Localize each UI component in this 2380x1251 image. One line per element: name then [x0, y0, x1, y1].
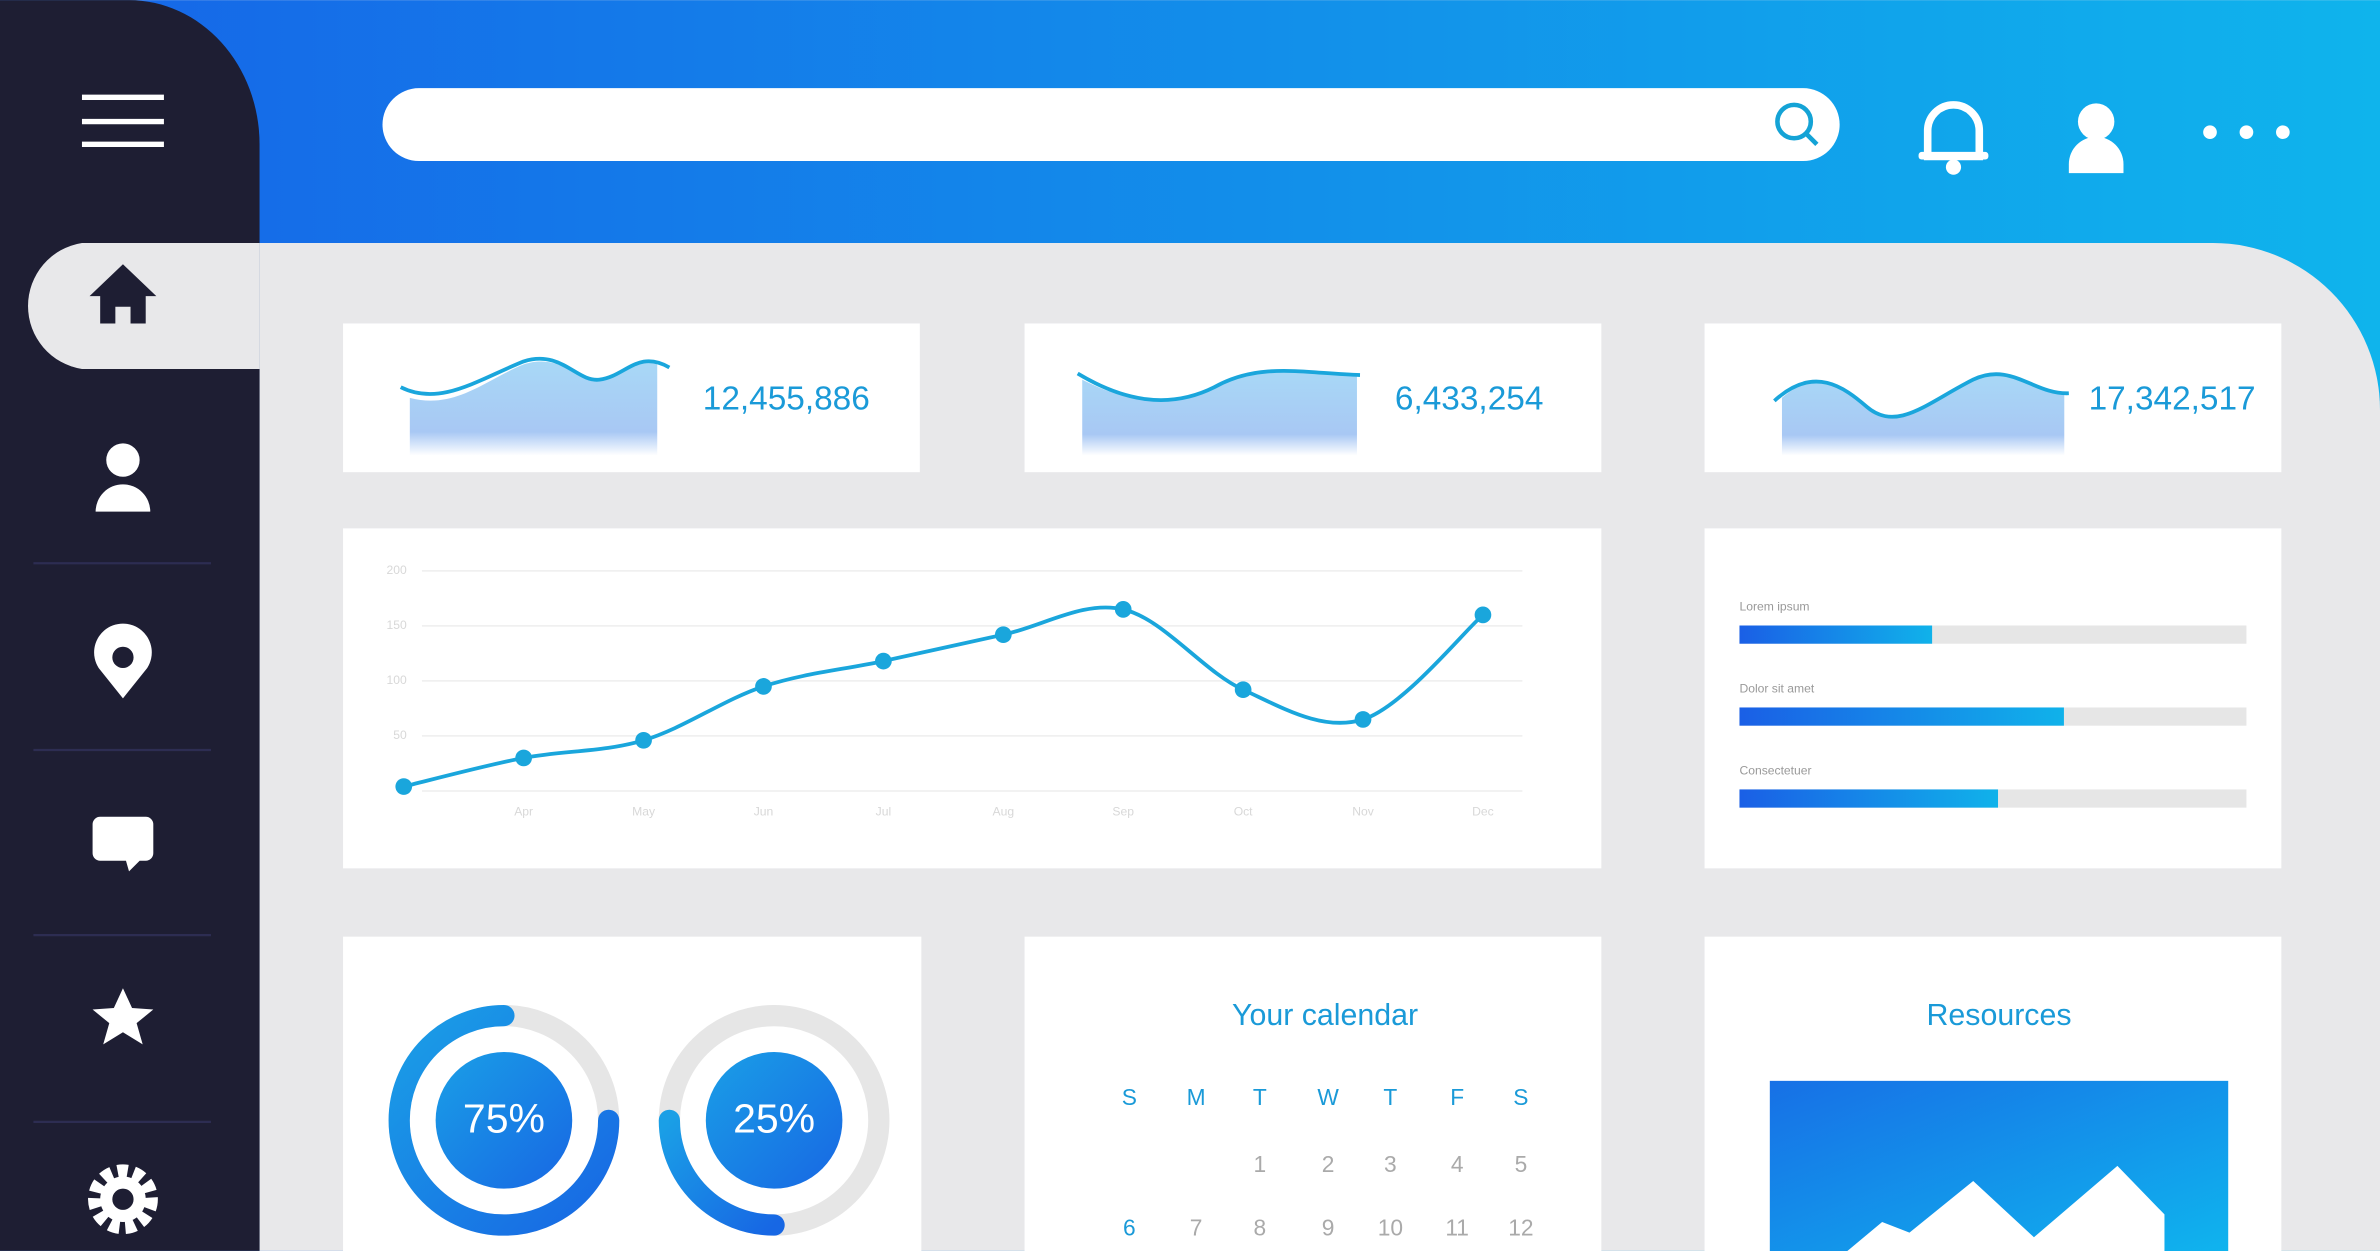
point [395, 778, 413, 795]
donut-center [705, 1052, 843, 1189]
user-nav-icon[interactable] [95, 443, 151, 512]
point [755, 678, 772, 695]
point [1114, 601, 1132, 618]
weekday: S [1122, 1084, 1137, 1110]
x-tick-label: Sep [1112, 804, 1134, 818]
search-bar[interactable] [382, 88, 1840, 162]
progress-fill [1739, 789, 1999, 808]
sparkline [399, 357, 671, 396]
weekday: S [1513, 1084, 1528, 1110]
line [403, 605, 1485, 789]
date: 7 [1190, 1215, 1203, 1241]
sparkline-area [1781, 373, 2065, 456]
sparkline [1773, 372, 2069, 419]
stat-value: 12,455,886 [703, 381, 870, 418]
donut-center [435, 1052, 573, 1189]
point [1354, 711, 1372, 728]
donut-arc [658, 1109, 785, 1236]
point [994, 626, 1012, 644]
progress-card [1704, 528, 2282, 869]
menu-icon[interactable] [81, 94, 164, 147]
location-dot [112, 646, 134, 668]
mountains [1847, 1165, 2165, 1251]
donuts: 75% 25% [388, 1004, 890, 1236]
weekday: W [1317, 1084, 1339, 1110]
bell-icon[interactable] [1918, 101, 1989, 175]
date: 10 [1378, 1215, 1403, 1241]
stat-cards: 12,455,886 6,433,254 17,342,517 [343, 323, 2282, 473]
date: 4 [1451, 1151, 1464, 1177]
sidebar-separators [33, 562, 211, 1123]
donut-label: 25% [733, 1096, 815, 1142]
date: 11 [1445, 1215, 1469, 1241]
weekday: M [1187, 1084, 1206, 1110]
weekday: F [1450, 1084, 1464, 1110]
y-tick-label: 150 [387, 618, 407, 632]
home-icon[interactable] [89, 264, 157, 324]
progress-label: Consectetuer [1739, 763, 1811, 777]
x-tick-label: Apr [514, 804, 533, 818]
sparkline-area [409, 361, 658, 456]
profile-icon[interactable] [2068, 103, 2124, 174]
calendar-title: Your calendar [1232, 999, 1418, 1032]
point [635, 731, 652, 749]
point [515, 749, 533, 767]
sparkline-area [1082, 370, 1357, 456]
donut-label: 75% [463, 1096, 545, 1142]
x-tick-label: Jul [876, 804, 892, 818]
point [1234, 681, 1252, 699]
y-tick-label: 100 [387, 673, 407, 687]
date: 8 [1253, 1215, 1266, 1241]
date: 3 [1384, 1151, 1397, 1177]
search-icon[interactable] [1775, 102, 1819, 146]
calendar-card [1024, 936, 1602, 1251]
stat-value: 6,433,254 [1395, 381, 1543, 418]
calendar: S M T W T F S1 2 3 4 56 7 8 9 10 11 12 [1122, 1084, 1534, 1241]
progress-bars: Lorem ipsum Dolor sit amet Consectetuer [1739, 599, 2247, 808]
resources-title: Resources [1926, 999, 2071, 1032]
x-tick-label: Oct [1234, 804, 1253, 818]
x-tick-label: Dec [1472, 804, 1494, 818]
date: 1 [1253, 1151, 1266, 1177]
date: 5 [1515, 1151, 1528, 1177]
date: 6 [1123, 1215, 1136, 1241]
point [1474, 606, 1492, 624]
stat-value: 17,342,517 [2089, 381, 2256, 418]
x-tick-label: May [632, 804, 656, 818]
date: 12 [1508, 1215, 1533, 1241]
weekday: T [1253, 1084, 1267, 1110]
progress-label: Lorem ipsum [1739, 599, 1809, 613]
sparkline [1076, 369, 1361, 402]
star-icon[interactable] [92, 988, 154, 1045]
chat-icon[interactable] [92, 816, 154, 872]
line-chart: 050100150200AprMayJunJulAugSepOctNovDec [387, 563, 1523, 818]
date: 9 [1322, 1215, 1335, 1241]
y-tick-label: 200 [387, 563, 407, 577]
more-icon[interactable] [2203, 125, 2290, 140]
x-tick-label: Nov [1352, 804, 1374, 818]
weekday: T [1383, 1084, 1397, 1110]
progress-fill [1739, 707, 2064, 726]
x-tick-label: Aug [993, 804, 1015, 818]
chart-card [343, 528, 1602, 869]
point [875, 652, 892, 670]
progress-label: Dolor sit amet [1739, 681, 1814, 695]
x-tick-label: Jun [754, 804, 774, 818]
progress-fill [1739, 625, 1933, 644]
donut-arc [388, 1004, 620, 1236]
date: 2 [1322, 1151, 1335, 1177]
settings-icon[interactable] [88, 1164, 158, 1235]
y-tick-label: 50 [393, 728, 407, 742]
